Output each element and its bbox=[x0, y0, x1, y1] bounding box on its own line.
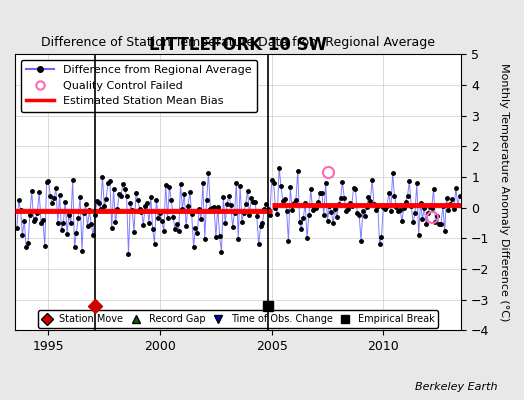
Title: LITTLEFORK 10 SW: LITTLEFORK 10 SW bbox=[149, 36, 327, 54]
Text: Berkeley Earth: Berkeley Earth bbox=[416, 382, 498, 392]
Legend: Station Move, Record Gap, Time of Obs. Change, Empirical Break: Station Move, Record Gap, Time of Obs. C… bbox=[38, 310, 439, 328]
Text: Difference of Station Temperature Data from Regional Average: Difference of Station Temperature Data f… bbox=[41, 36, 435, 49]
Y-axis label: Monthly Temperature Anomaly Difference (°C): Monthly Temperature Anomaly Difference (… bbox=[499, 63, 509, 322]
